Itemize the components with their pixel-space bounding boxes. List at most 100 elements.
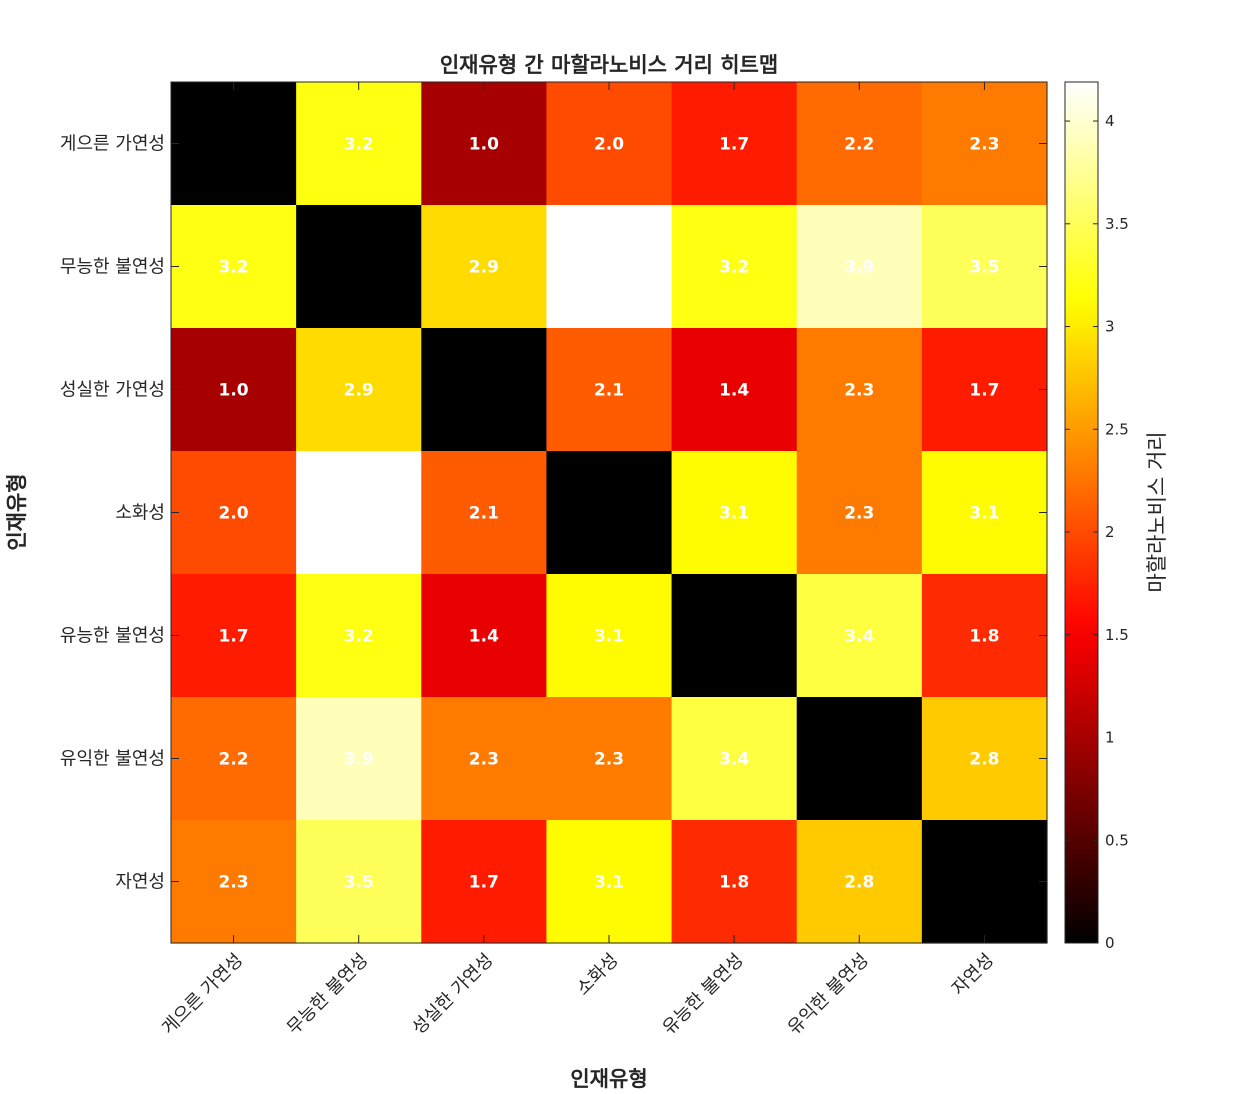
y-tick-label: 유능한 불연성 bbox=[60, 626, 165, 647]
heatmap-cell bbox=[671, 697, 798, 821]
heatmap-cell bbox=[921, 697, 1048, 821]
heatmap-cell bbox=[171, 451, 297, 575]
x-tick-labels: 게으른 가연성 무능한 불연성 성실한 가연성 소화성 유능한 불연성 유익한 불연성 자연… bbox=[158, 950, 998, 1039]
heatmap-cell bbox=[671, 451, 798, 575]
cell-value-label: 3.2 bbox=[219, 258, 249, 278]
heatmap-cell bbox=[421, 820, 548, 944]
heatmap-cell bbox=[546, 451, 673, 575]
colorbar-tick-label: 1.5 bbox=[1105, 626, 1129, 644]
heatmap-cell bbox=[796, 451, 923, 575]
cell-value-label: 1.0 bbox=[469, 135, 499, 155]
heatmap-cell bbox=[921, 328, 1048, 452]
y-axis-label: 인재유형 bbox=[5, 473, 29, 550]
cell-value-label: 2.9 bbox=[469, 258, 499, 278]
heatmap-cell bbox=[296, 82, 422, 206]
heatmap-cell bbox=[546, 205, 673, 329]
cell-value-label: 3.5 bbox=[344, 873, 374, 893]
cell-value-label: 3.4 bbox=[719, 750, 749, 770]
x-tick-label: 성실한 가연성 bbox=[408, 950, 497, 1039]
heatmap-cells bbox=[171, 82, 1048, 944]
heatmap-cell bbox=[171, 820, 297, 944]
cell-value-label: 3.9 bbox=[344, 750, 374, 770]
cell-value-label: 1.7 bbox=[969, 381, 999, 401]
cell-value-label: 1.8 bbox=[969, 627, 999, 647]
y-tick-label: 소화성 bbox=[115, 503, 165, 524]
cell-value-label: 2.3 bbox=[969, 135, 999, 155]
heatmap-cell bbox=[796, 328, 923, 452]
cell-value-label: 2.3 bbox=[844, 504, 874, 524]
colorbar-tick-label: 2 bbox=[1105, 523, 1115, 541]
x-tick-label: 게으른 가연성 bbox=[158, 950, 247, 1039]
x-tick-label: 소화성 bbox=[573, 950, 623, 1000]
heatmap-cell bbox=[921, 574, 1048, 698]
cell-value-label: 2.8 bbox=[969, 750, 999, 770]
heatmap-cell bbox=[421, 328, 548, 452]
colorbar-tick-label: 0 bbox=[1105, 934, 1115, 952]
heatmap-cell bbox=[921, 205, 1048, 329]
heatmap-cell bbox=[296, 574, 422, 698]
cell-value-label: 2.2 bbox=[219, 750, 249, 770]
x-tick-label: 자연성 bbox=[948, 950, 998, 1000]
heatmap-cell bbox=[296, 328, 422, 452]
heatmap-cell bbox=[921, 820, 1048, 944]
heatmap-cell bbox=[546, 574, 673, 698]
cell-value-label: 3.2 bbox=[719, 258, 749, 278]
heatmap-cell-labels: 3.2 1.0 2.0 1.7 2.2 2.3 3.2 2.9 3.2 3.9 3.5 1.0 2.9 2… bbox=[219, 135, 1000, 893]
cell-value-label: 2.3 bbox=[594, 750, 624, 770]
heatmap-cell bbox=[421, 451, 548, 575]
heatmap-cell bbox=[921, 82, 1048, 206]
x-tick-label: 유익한 불연성 bbox=[784, 950, 873, 1039]
heatmap-cell bbox=[171, 205, 297, 329]
cell-value-label: 3.2 bbox=[344, 135, 374, 155]
heatmap-cell bbox=[296, 451, 422, 575]
cell-value-label: 3.5 bbox=[969, 258, 999, 278]
cell-value-label: 3.1 bbox=[594, 873, 624, 893]
heatmap-cell bbox=[671, 82, 798, 206]
cell-value-label: 2.1 bbox=[469, 504, 499, 524]
heatmap-cell bbox=[421, 82, 548, 206]
cell-value-label: 1.8 bbox=[719, 873, 749, 893]
y-tick-label: 게으른 가연성 bbox=[60, 134, 165, 155]
chart-title: 인재유형 간 마할라노비스 거리 히트맵 bbox=[440, 53, 778, 77]
y-tick-label: 자연성 bbox=[115, 872, 165, 893]
cell-value-label: 2.1 bbox=[594, 381, 624, 401]
cell-value-label: 1.4 bbox=[719, 381, 749, 401]
heatmap-cell bbox=[796, 205, 923, 329]
heatmap-cell bbox=[796, 820, 923, 944]
heatmap-cell bbox=[671, 328, 798, 452]
colorbar-label: 마할라노비스 거리 bbox=[1145, 431, 1169, 592]
colorbar-tick-label: 3 bbox=[1105, 318, 1115, 336]
y-tick-label: 성실한 가연성 bbox=[60, 380, 165, 401]
x-tick-label: 유능한 불연성 bbox=[659, 950, 748, 1039]
colorbar bbox=[1064, 81, 1099, 944]
cell-value-label: 1.7 bbox=[469, 873, 499, 893]
heatmap-cell bbox=[796, 574, 923, 698]
heatmap-cell bbox=[671, 820, 798, 944]
heatmap-cell bbox=[171, 328, 297, 452]
cell-value-label: 2.2 bbox=[844, 135, 874, 155]
heatmap-cell bbox=[171, 697, 297, 821]
heatmap-cell bbox=[546, 82, 673, 206]
heatmap-cell bbox=[296, 697, 422, 821]
colorbar-tick-label: 2.5 bbox=[1105, 420, 1129, 438]
heatmap-cell bbox=[546, 697, 673, 821]
cell-value-label: 3.1 bbox=[594, 627, 624, 647]
heatmap-cell bbox=[796, 82, 923, 206]
heatmap-cell bbox=[296, 820, 422, 944]
cell-value-label: 3.4 bbox=[844, 627, 874, 647]
x-axis-label: 인재유형 bbox=[570, 1067, 647, 1091]
cell-value-label: 3.1 bbox=[719, 504, 749, 524]
y-tick-label: 무능한 불연성 bbox=[60, 257, 165, 278]
heatmap-cell bbox=[671, 205, 798, 329]
colorbar-tick-label: 0.5 bbox=[1105, 831, 1129, 849]
colorbar-tick-label: 3.5 bbox=[1105, 215, 1129, 233]
cell-value-label: 3.1 bbox=[969, 504, 999, 524]
heatmap-cell bbox=[921, 451, 1048, 575]
heatmap-cell bbox=[171, 574, 297, 698]
cell-value-label: 2.0 bbox=[594, 135, 624, 155]
x-tick-label: 무능한 불연성 bbox=[283, 950, 372, 1039]
colorbar-ticks: 0 0.5 1 1.5 2 2.5 3 3.5 4 bbox=[1065, 112, 1129, 952]
cell-value-label: 2.9 bbox=[344, 381, 374, 401]
heatmap-cell bbox=[671, 574, 798, 698]
